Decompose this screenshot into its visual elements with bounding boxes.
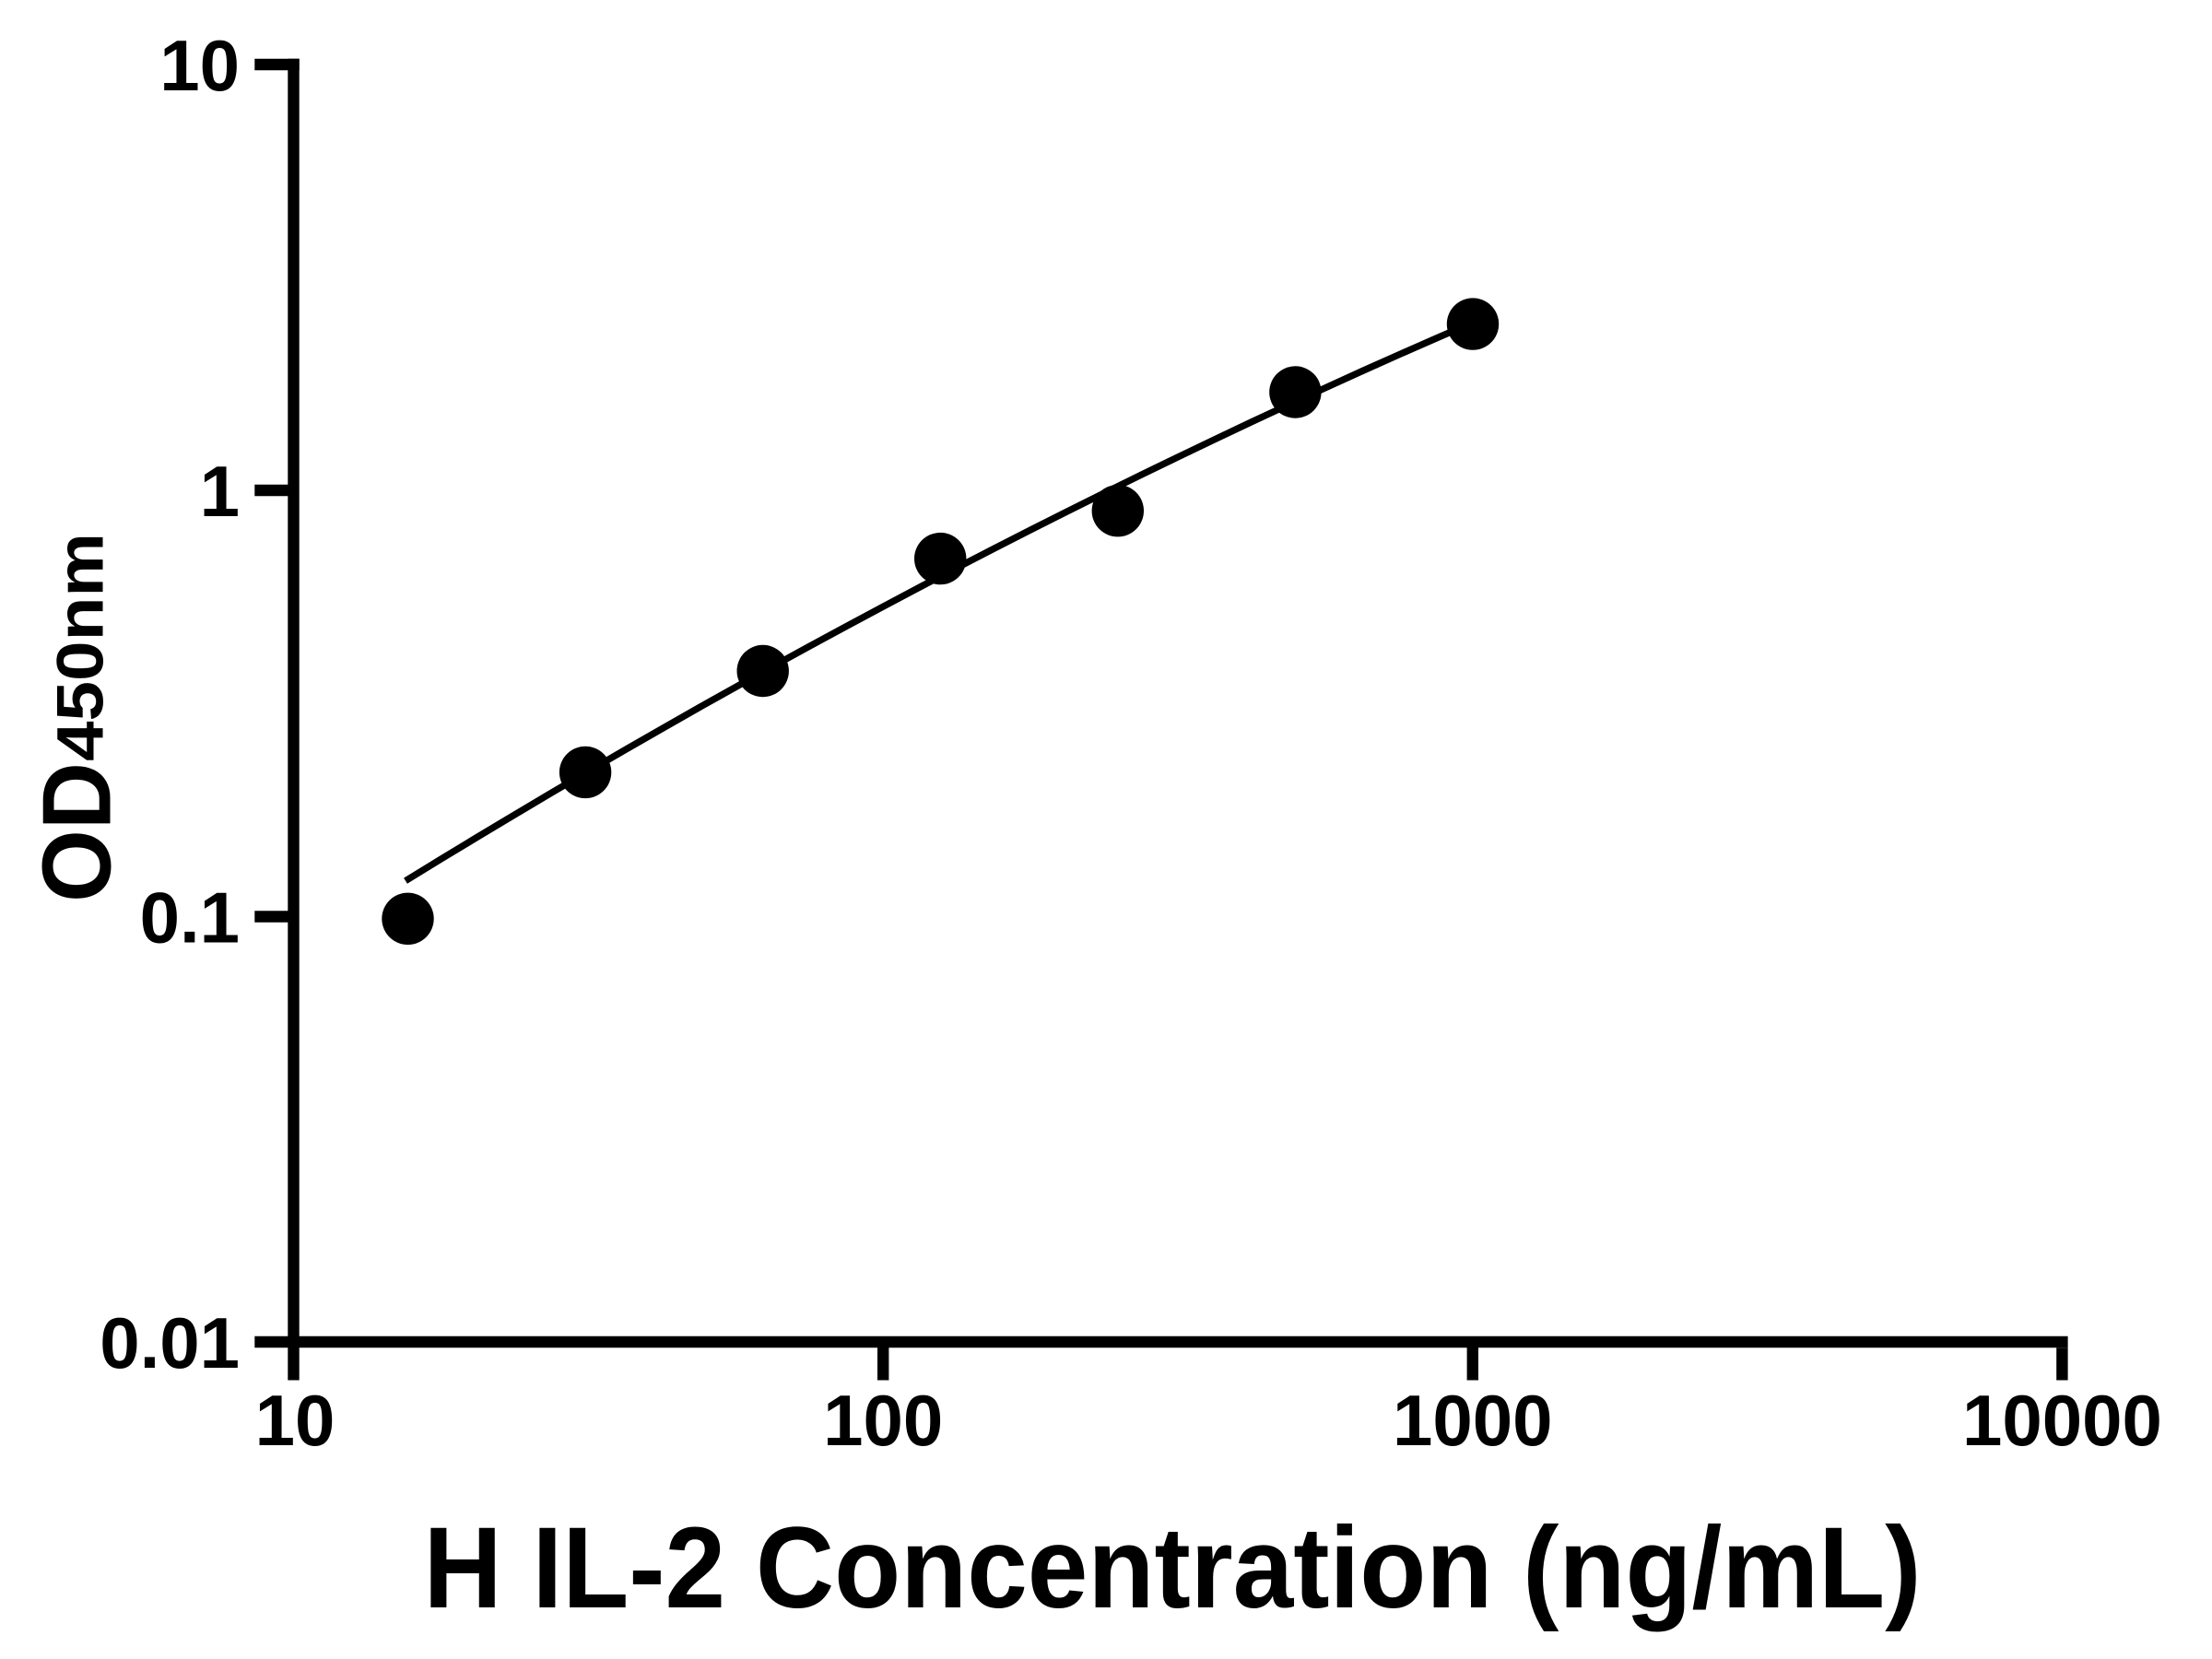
- svg-text:1000: 1000: [1393, 1380, 1553, 1461]
- svg-text:0.01: 0.01: [100, 1302, 240, 1383]
- svg-text:OD: OD: [23, 762, 132, 902]
- svg-text:H IL-2 Concentration (ng/mL): H IL-2 Concentration (ng/mL): [424, 1504, 1922, 1632]
- svg-text:450nm: 450nm: [45, 533, 118, 761]
- svg-text:10: 10: [159, 25, 240, 106]
- svg-text:10000: 10000: [1962, 1380, 2162, 1461]
- svg-text:10: 10: [255, 1380, 335, 1461]
- svg-text:100: 100: [823, 1380, 943, 1461]
- svg-text:1: 1: [200, 451, 240, 532]
- svg-text:0.1: 0.1: [140, 877, 240, 959]
